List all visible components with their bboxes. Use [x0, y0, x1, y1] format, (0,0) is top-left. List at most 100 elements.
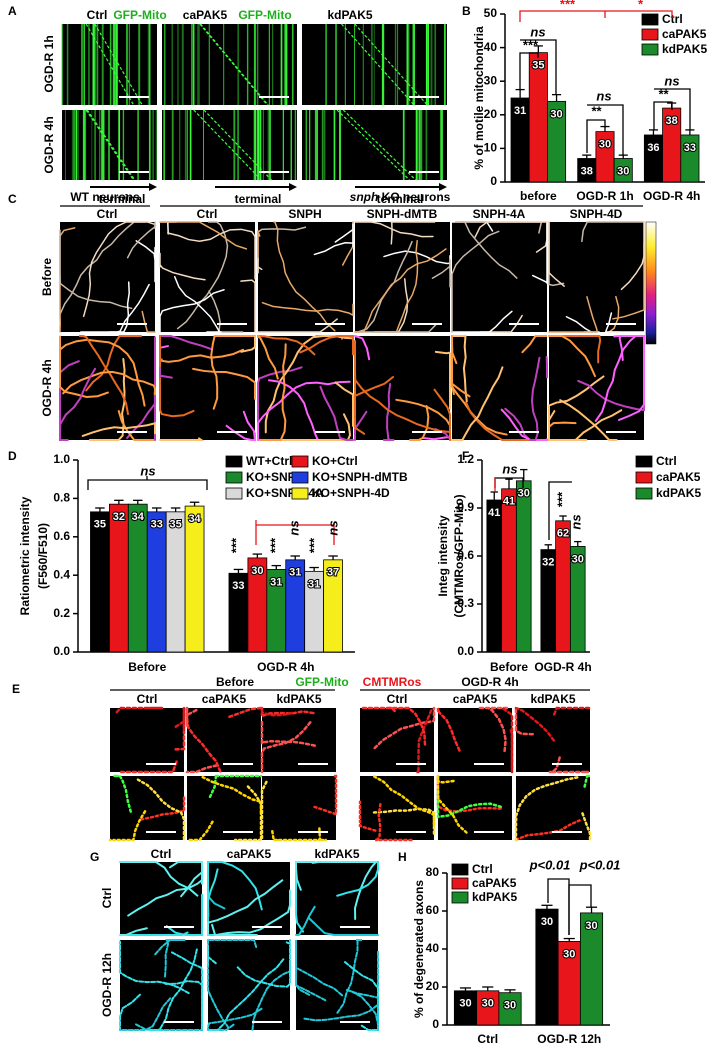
legend-swatch: [635, 471, 653, 484]
significance-label: ns: [502, 461, 517, 476]
n-label: 30: [518, 488, 530, 500]
neurite: [136, 778, 186, 842]
neurite: [433, 388, 451, 441]
significance-label: p<0.01: [529, 857, 571, 872]
y-tick-label: 20: [426, 979, 440, 993]
y-tick-label: 0.0: [53, 644, 70, 658]
n-label: 30: [504, 1000, 516, 1012]
n-label: 30: [572, 553, 584, 565]
legend-label: Ctrl: [656, 454, 677, 468]
neurite: [257, 230, 261, 263]
neurite: [165, 893, 203, 936]
n-label: 36: [647, 142, 659, 154]
neurite: [431, 259, 451, 288]
neurite: [141, 310, 156, 333]
neurite: [88, 358, 126, 441]
neurite: [119, 760, 178, 774]
neurite: [210, 335, 256, 410]
bracket: [519, 10, 606, 22]
legend-label: caPAK5: [472, 876, 517, 890]
legend-label: caPAK5: [662, 27, 707, 41]
neurite: [390, 221, 436, 245]
neurite: [211, 923, 258, 936]
column-label: Ctrl: [387, 692, 408, 706]
neurite: [185, 764, 218, 774]
significance-label: ns: [596, 88, 611, 103]
neurite: [500, 408, 548, 441]
y-axis-label: % of motile mitochondria: [472, 26, 486, 170]
neurite: [257, 335, 279, 380]
neurite: [514, 706, 556, 742]
y-tick-label: 0.3: [457, 596, 474, 610]
x-tick-label: before: [520, 189, 557, 203]
micrograph: [110, 708, 184, 772]
neurite: [354, 221, 434, 238]
column-label: Ctrl: [197, 207, 218, 221]
n-label: 38: [666, 115, 678, 127]
n-label: 35: [94, 519, 106, 531]
legend-label: kdPAK5: [472, 890, 517, 904]
neurite: [260, 780, 268, 842]
column-label: SNPH: [288, 207, 321, 221]
column-label: caPAK5: [202, 692, 247, 706]
neurite: [311, 861, 379, 864]
neurite: [358, 800, 377, 832]
n-label: 33: [684, 142, 696, 154]
legend-swatch: [641, 43, 659, 56]
neurite: [271, 830, 321, 842]
arrow-head: [149, 183, 157, 191]
row-label: Before: [40, 258, 54, 296]
y-tick-label: 40: [484, 40, 498, 54]
y-tick-label: 0.6: [457, 548, 474, 562]
color-bar: [645, 221, 657, 345]
neurite: [207, 1007, 263, 1031]
bar: [613, 158, 633, 183]
neurite: [521, 335, 547, 354]
neurite: [236, 944, 291, 988]
legend-label: KO+Ctrl: [312, 454, 358, 468]
n-label: 34: [188, 513, 201, 525]
micrograph: [120, 940, 202, 1030]
panel-letter: H: [398, 850, 407, 864]
neurite: [108, 810, 147, 842]
significance-label: ***: [267, 537, 282, 553]
significance-label: ns: [286, 520, 301, 535]
neurite: [173, 275, 222, 333]
neurite: [313, 223, 354, 256]
neurite: [149, 948, 198, 1031]
y-tick-label: 0.8: [53, 491, 70, 505]
micrograph: [258, 222, 353, 332]
ko-group-header: snph KO neurons: [350, 190, 451, 204]
bar: [595, 131, 615, 183]
micrograph: [452, 222, 547, 332]
neurite: [528, 356, 541, 441]
n-label: 30: [482, 998, 494, 1010]
neurite: [354, 861, 379, 920]
kymo-moving: [203, 109, 272, 181]
y-tick-label: 20: [484, 107, 498, 121]
neurite: [159, 252, 206, 281]
significance-label: ns: [325, 520, 340, 535]
neurite: [176, 221, 229, 330]
legend-label: KO+SNPH-dMTB: [312, 470, 408, 484]
bar: [146, 511, 167, 653]
neurite: [451, 366, 504, 441]
y-axis-label: (F560/F510): [36, 523, 50, 589]
column-label: Ctrl: [137, 692, 158, 706]
column-label: kdPAK5: [530, 692, 575, 706]
significance-label: **: [591, 103, 602, 118]
neurite: [556, 335, 602, 364]
y-tick-label: 10: [484, 141, 498, 155]
column-label: kdPAK5: [314, 847, 359, 861]
neurite: [215, 889, 291, 936]
bar: [680, 134, 700, 183]
header-label: OGD-R 4h: [461, 675, 518, 689]
column-label: GFP-Mito: [238, 8, 291, 22]
neurite: [159, 288, 225, 333]
bar: [515, 480, 532, 653]
neurite: [307, 916, 379, 936]
y-tick-label: 0.6: [53, 529, 70, 543]
bracket: [587, 104, 624, 155]
y-tick-label: 0.9: [457, 500, 474, 514]
